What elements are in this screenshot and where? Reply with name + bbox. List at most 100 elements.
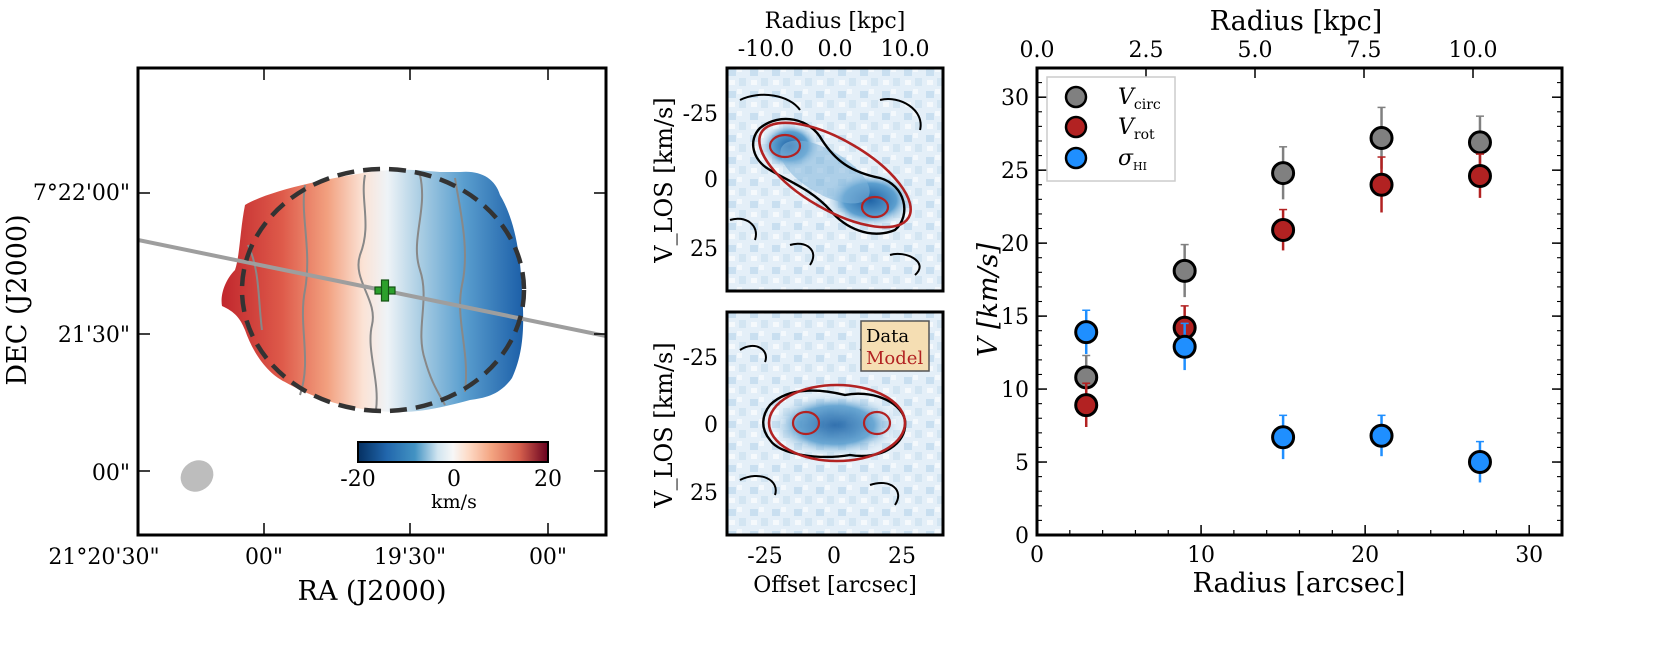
vlos-tick: -25 [683, 346, 718, 371]
dec-tick: 21'30" [58, 323, 130, 348]
x-tick-label: 30 [1515, 543, 1543, 568]
pv-emission [780, 140, 870, 204]
velocity-map-panel: -20 0 20 km/s 21°20'30" 00" 19'30" 00" 7… [2, 66, 608, 607]
y-axis-label: V [km/s] [973, 243, 1004, 358]
ra-tick: 19'30" [374, 545, 446, 570]
offset-tick: 25 [888, 544, 916, 569]
legend-marker-sigma [1064, 146, 1088, 170]
data-contour [729, 93, 922, 276]
legend-vcirc-main: V [1118, 85, 1136, 110]
colorbar-tick: 20 [534, 467, 562, 492]
y-tick-label: 0 [1015, 524, 1029, 549]
top-axis-label: Radius [kpc] [765, 9, 906, 34]
y-tick-label: 10 [1001, 378, 1029, 403]
data-point-V_rot [1074, 393, 1099, 418]
x-tick-label: 20 [1351, 543, 1379, 568]
dec-tick: 00" [92, 461, 130, 486]
rotation-curve-ticks: 0 10 20 30 0 5 10 15 20 25 30 [1001, 67, 1563, 568]
kpc-tick: 0.0 [818, 37, 853, 62]
data-point-V_circ [1271, 161, 1296, 186]
x-tick-label: 10 [1187, 543, 1215, 568]
data-point-sigma_HI [1369, 423, 1394, 448]
major-axis-line [138, 238, 606, 338]
svg-text:Vrot: Vrot [1118, 115, 1155, 143]
kpc-tick: 0.0 [1020, 38, 1055, 63]
vlos-tick: 25 [690, 481, 718, 506]
x-axis-label: Radius [arcsec] [1193, 568, 1406, 599]
vlos-tick: 0 [704, 168, 718, 193]
colorbar-tick: 0 [447, 467, 461, 492]
pv-emission [770, 393, 900, 457]
data-point-sigma_HI [1074, 320, 1099, 345]
rotation-curve-points [1074, 106, 1492, 483]
legend-vcirc-sub: circ [1134, 97, 1161, 113]
offset-tick: -25 [747, 544, 782, 569]
velocity-field [221, 169, 524, 412]
ra-tick: 00" [529, 545, 567, 570]
vlos-axis-label: V_LOS [km/s] [650, 342, 678, 508]
y-tick-label: 15 [1001, 305, 1029, 330]
kpc-tick: -10.0 [738, 37, 794, 62]
velocity-contour [454, 177, 467, 393]
y-tick-label: 20 [1001, 232, 1029, 257]
kpc-tick: 10.0 [1449, 38, 1498, 63]
legend-vrot-sub: rot [1134, 127, 1155, 143]
kpc-tick: 7.5 [1347, 38, 1382, 63]
offset-axis-label: Offset [arcsec] [753, 573, 917, 598]
vlos-tick: 0 [704, 413, 718, 438]
model-contour [758, 121, 912, 229]
data-contour [751, 117, 906, 235]
data-point-V_rot [1467, 163, 1492, 188]
svg-text:σHI: σHI [1118, 146, 1147, 173]
data-point-V_rot [1369, 172, 1394, 197]
pv-model-panel: Data Model -25 0 25 -25 0 25 Offset [arc… [650, 310, 945, 598]
legend-marker-vcirc [1064, 85, 1088, 109]
data-contour [762, 389, 907, 459]
model-contour [767, 383, 907, 463]
ra-tick: 21°20'30" [48, 545, 159, 570]
data-point-V_circ [1369, 126, 1394, 151]
x-tick-label: 0 [1030, 543, 1044, 568]
y-tick-label: 30 [1001, 86, 1029, 111]
pv-data-panel: Radius [kpc] -10.0 0.0 10.0 -25 0 25 V_L… [650, 9, 945, 293]
legend-model: Model [866, 348, 923, 369]
ellipse-outline [239, 166, 527, 414]
beam [180, 460, 214, 492]
legend-marker-vrot [1064, 115, 1088, 139]
vlos-tick: 25 [690, 237, 718, 262]
velocity-contour [415, 174, 446, 406]
colorbar-label: km/s [431, 491, 477, 513]
pv-model-frame [725, 310, 945, 537]
data-point-sigma_HI [1271, 425, 1296, 450]
velocity-map-ticks [138, 68, 606, 535]
dec-axis-label: DEC (J2000) [2, 214, 33, 385]
dec-tick: 7°22'00" [33, 181, 130, 206]
model-contour [791, 410, 821, 436]
velocity-map-frame [136, 66, 608, 537]
vlos-axis-label: V_LOS [km/s] [650, 97, 678, 263]
center-cross [374, 279, 396, 302]
offset-tick: 0 [827, 544, 841, 569]
pv-data-frame [725, 66, 945, 293]
legend-vrot-main: V [1118, 115, 1136, 140]
model-contour [860, 195, 890, 219]
colorbar [357, 441, 549, 463]
kpc-tick: 10.0 [881, 37, 930, 62]
legend-sigma-main: σ [1118, 146, 1134, 171]
y-tick-label: 5 [1015, 451, 1029, 476]
model-contour [768, 133, 802, 159]
data-point-sigma_HI [1467, 450, 1492, 475]
data-point-V_circ [1172, 258, 1197, 283]
ra-axis-label: RA (J2000) [297, 576, 446, 607]
legend: Vcirc Vrot σHI [1046, 76, 1176, 182]
velocity-contour [357, 174, 378, 411]
kpc-tick: 2.5 [1129, 38, 1164, 63]
vlos-tick: -25 [683, 102, 718, 127]
ra-tick: 00" [245, 545, 283, 570]
legend-data: Data [866, 326, 909, 347]
data-point-V_rot [1271, 217, 1296, 242]
velocity-contour [299, 184, 309, 396]
legend-box: Data Model [860, 320, 930, 372]
model-contour [862, 410, 892, 436]
kpc-tick: 5.0 [1238, 38, 1273, 63]
